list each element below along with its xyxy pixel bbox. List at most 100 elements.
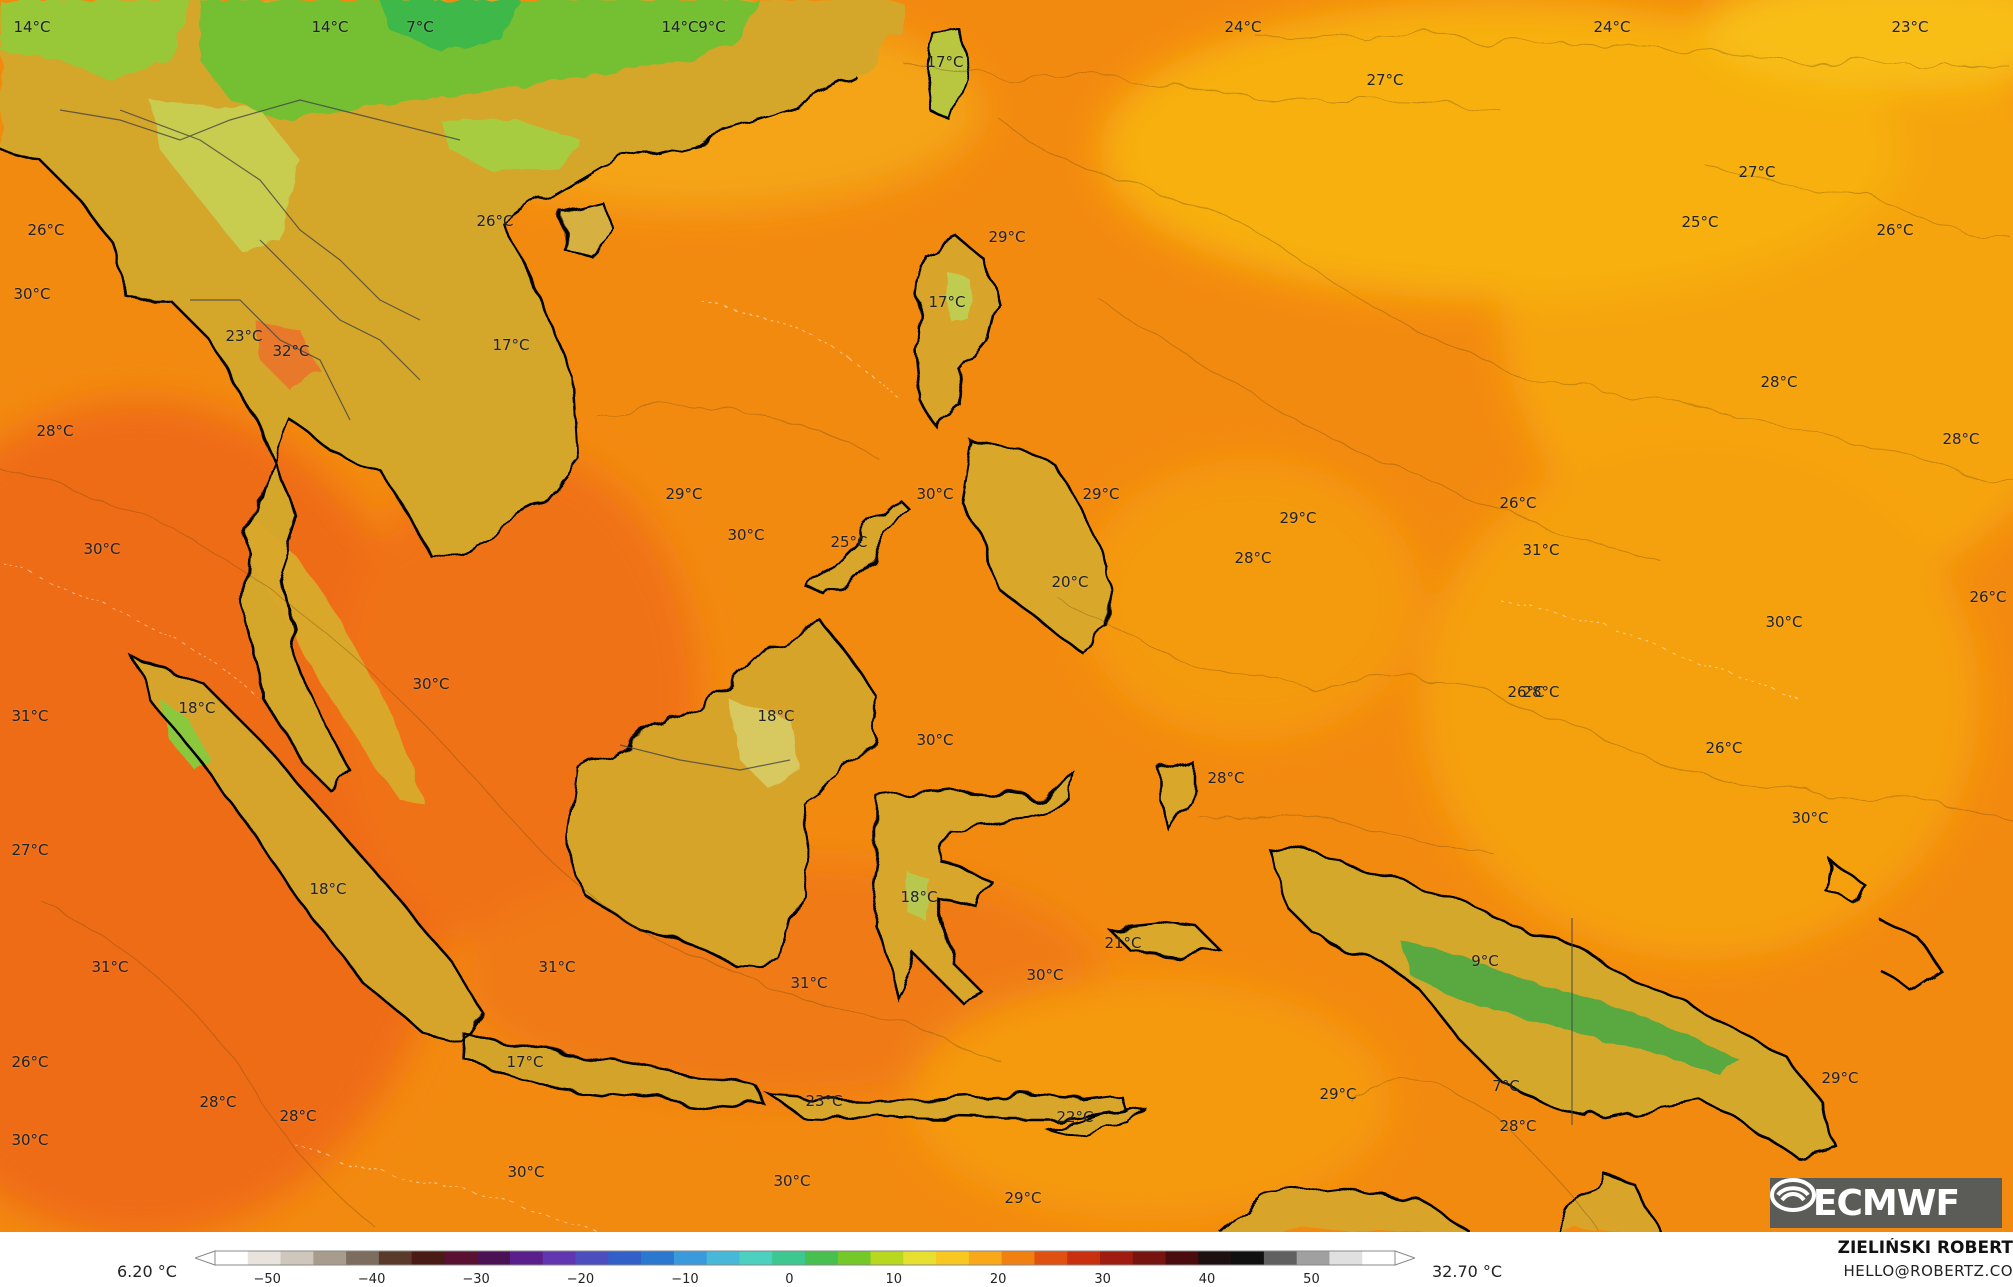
temperature-label: 28°C: [1234, 549, 1272, 567]
temperature-label: 14°C: [13, 18, 51, 36]
temperature-label: 28°C: [1760, 373, 1798, 391]
temperature-label: 9°C: [1471, 952, 1499, 970]
temperature-label: 7°C: [1492, 1077, 1520, 1095]
color-scale-bar: [195, 1250, 1415, 1266]
temperature-label: 23°C: [225, 327, 263, 345]
temperature-label: 29°C: [1004, 1189, 1042, 1207]
temperature-label: 25°C: [830, 533, 868, 551]
legend-color-swatch: [837, 1251, 872, 1265]
legend-color-swatch: [346, 1251, 380, 1265]
legend-color-swatch: [280, 1251, 314, 1265]
legend-tick-label: 0: [785, 1272, 794, 1287]
temperature-label: 17°C: [506, 1053, 544, 1071]
temperature-label: 28°C: [279, 1107, 317, 1125]
temperature-label: 26°C: [1969, 588, 2007, 606]
legend-color-swatch: [444, 1251, 478, 1265]
temperature-label: 28°C: [1207, 769, 1245, 787]
legend-color-swatch: [510, 1251, 544, 1265]
legend-color-swatch: [215, 1251, 249, 1265]
temperature-label: 27°C: [1366, 71, 1404, 89]
legend-tick-label: −50: [253, 1272, 281, 1287]
legend-color-swatch: [1067, 1251, 1101, 1265]
temperature-label: 9°C: [698, 18, 726, 36]
temperature-label: 26°C: [476, 212, 514, 230]
temperature-label: 28°C: [1522, 683, 1560, 701]
legend-min-value: 6.20 °C: [117, 1262, 177, 1281]
temperature-label: 30°C: [916, 731, 954, 749]
temperature-label: 26°C: [1705, 739, 1743, 757]
contours: [0, 29, 2013, 1232]
legend-color-swatch: [1198, 1251, 1232, 1265]
temperature-label: 23°C: [1891, 18, 1929, 36]
legend-color-swatch: [673, 1251, 708, 1265]
legend-color-swatch: [313, 1251, 347, 1265]
temperature-label: 29°C: [665, 485, 703, 503]
temperature-label: 17°C: [492, 336, 530, 354]
temperature-label: 29°C: [988, 228, 1026, 246]
ecmwf-logo: ECMWF: [1770, 1178, 2002, 1228]
legend-tick-label: −40: [357, 1272, 386, 1287]
legend-color-swatch: [870, 1251, 904, 1265]
temperature-label: 17°C: [928, 293, 966, 311]
temperature-label: 30°C: [773, 1172, 811, 1190]
temperature-map[interactable]: 14°C 14°C 7°C 14°C 9°C 24°C 24°C 23°C 17°C 27°C 27…: [0, 0, 2013, 1232]
legend-color-swatch: [936, 1251, 970, 1265]
temperature-label: 26°C: [1876, 221, 1914, 239]
temperature-label: 24°C: [1224, 18, 1262, 36]
temperature-label: 31°C: [538, 958, 576, 976]
temperature-label: 27°C: [1738, 163, 1776, 181]
temperature-label: 31°C: [790, 974, 828, 992]
temperature-label: 26°C: [1499, 494, 1537, 512]
legend-color-swatch: [542, 1251, 577, 1265]
legend-color-swatch: [1263, 1251, 1298, 1265]
temperature-label: 28°C: [1942, 430, 1980, 448]
legend-tick-label: 50: [1303, 1272, 1320, 1287]
legend-color-swatch: [608, 1251, 642, 1265]
temperature-label: 18°C: [757, 707, 795, 725]
legend-color-swatch: [1100, 1251, 1134, 1265]
temperature-label: 31°C: [11, 707, 49, 725]
legend-frame: [214, 1250, 1396, 1266]
map-canvas: [0, 0, 2013, 1232]
temperature-label: 28°C: [1499, 1117, 1537, 1135]
legend-tick-label: −10: [671, 1272, 699, 1287]
temperature-label: 30°C: [13, 285, 51, 303]
legend-color-swatch: [772, 1251, 806, 1265]
temperature-label: 29°C: [1821, 1069, 1859, 1087]
legend-color-swatch: [411, 1251, 446, 1265]
temperature-label: 30°C: [916, 485, 954, 503]
legend-color-swatch: [477, 1251, 511, 1265]
temperature-label: 29°C: [1279, 509, 1317, 527]
temperature-label: 30°C: [1765, 613, 1803, 631]
temperature-label: 18°C: [178, 699, 216, 717]
legend-color-swatch: [903, 1251, 937, 1265]
temperature-label: 31°C: [1522, 541, 1560, 559]
temperature-label: 28°C: [199, 1093, 237, 1111]
temperature-label: 31°C: [91, 958, 129, 976]
legend-tick-label: −20: [566, 1272, 595, 1287]
temperature-label: 30°C: [11, 1131, 49, 1149]
temperature-label: 30°C: [1791, 809, 1829, 827]
legend-color-swatch: [805, 1251, 839, 1265]
legend-color-swatch: [706, 1251, 741, 1265]
legend-color-swatch: [1296, 1251, 1331, 1265]
temperature-label: 30°C: [412, 675, 450, 693]
legend-color-swatch: [1034, 1251, 1068, 1265]
temperature-label: 7°C: [406, 18, 434, 36]
temperature-label: 26°C: [11, 1053, 49, 1071]
legend-max-arrow: [1394, 1250, 1415, 1266]
temperature-label: 32°C: [272, 342, 310, 360]
legend-color-swatch: [575, 1251, 609, 1265]
legend-color-swatch: [968, 1251, 1003, 1265]
legend-color-swatch: [1362, 1251, 1396, 1265]
temperature-label: 30°C: [727, 526, 765, 544]
temperature-label: 30°C: [83, 540, 121, 558]
legend-tick-label: 30: [1094, 1272, 1111, 1287]
temperature-label: 26°C: [1507, 683, 1545, 701]
temperature-label: 17°C: [926, 53, 964, 71]
legend-color-swatch: [247, 1251, 282, 1265]
isotherms: [0, 299, 1801, 1232]
legend-color-swatch: [1001, 1251, 1036, 1265]
legend-color-swatch: [1329, 1251, 1363, 1265]
temperature-label: 29°C: [1319, 1085, 1357, 1103]
